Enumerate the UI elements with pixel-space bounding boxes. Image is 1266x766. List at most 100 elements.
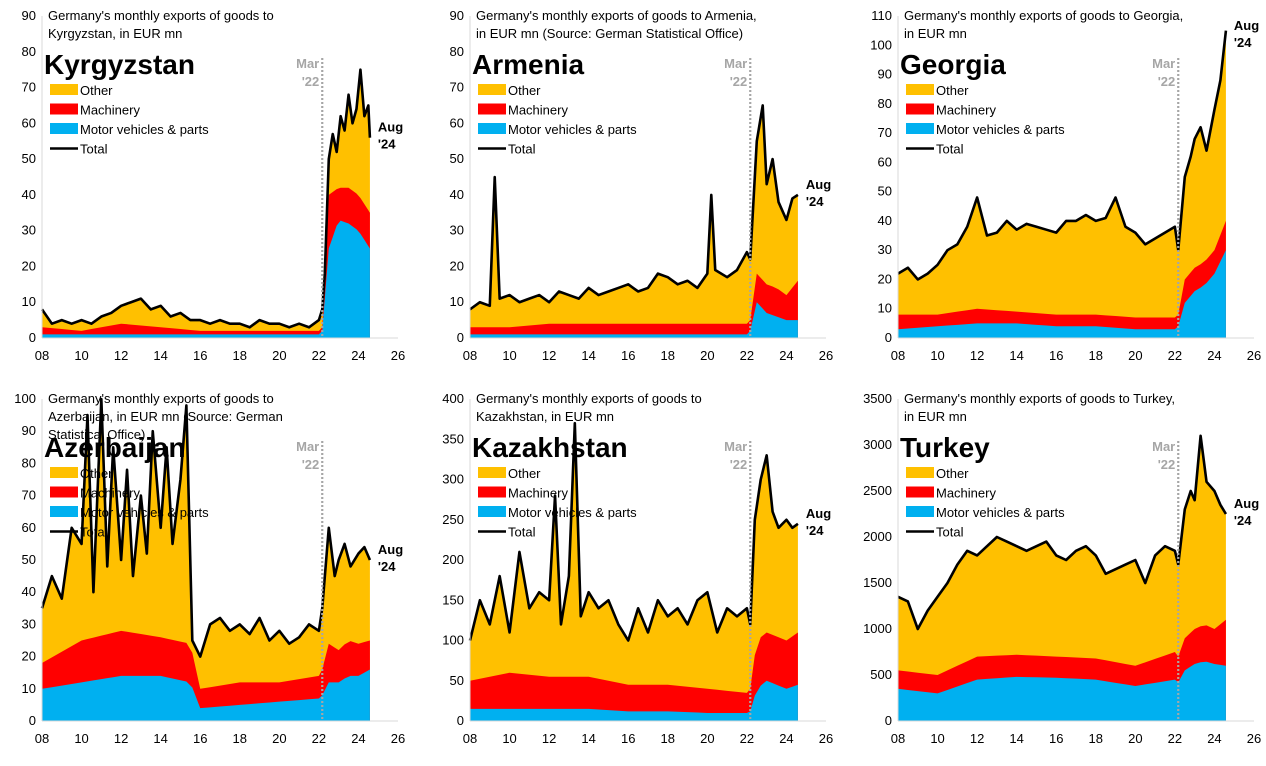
x-tick-label: 14 (581, 731, 595, 746)
chart-title: Germany's monthly exports of goods to (48, 391, 274, 406)
line-total (897, 434, 1228, 631)
x-tick-label: 12 (970, 348, 984, 363)
y-tick-label: 30 (878, 242, 892, 257)
x-tick-label: 14 (153, 731, 167, 746)
x-tick-label: 22 (740, 348, 754, 363)
y-tick-label: 0 (457, 713, 464, 728)
chart-title: in EUR mn (Source: German Statistical Of… (476, 26, 743, 41)
legend-label: Total (508, 142, 536, 157)
x-tick-label: 16 (621, 348, 635, 363)
y-tick-label: 70 (22, 80, 36, 95)
country-heading: Azerbaijan (44, 432, 186, 463)
marker-label: '22 (1158, 74, 1176, 89)
end-label: Aug (1234, 496, 1259, 511)
marker-label: '22 (302, 457, 320, 472)
country-heading: Kyrgyzstan (44, 49, 195, 80)
legend-label: Motor vehicles & parts (936, 122, 1065, 137)
y-tick-label: 350 (442, 431, 464, 446)
y-tick-label: 500 (870, 667, 892, 682)
line-total (469, 104, 799, 311)
y-tick-label: 50 (450, 151, 464, 166)
y-tick-label: 1500 (863, 575, 892, 590)
x-tick-label: 10 (74, 731, 88, 746)
x-tick-label: 20 (1128, 348, 1142, 363)
x-tick-label: 26 (819, 348, 833, 363)
y-tick-label: 40 (22, 187, 36, 202)
marker-label: Mar (296, 56, 319, 71)
y-tick-label: 40 (878, 213, 892, 228)
x-tick-label: 12 (542, 731, 556, 746)
legend-label: Total (508, 525, 536, 540)
x-tick-label: 20 (1128, 731, 1142, 746)
y-tick-label: 40 (22, 584, 36, 599)
y-tick-label: 3500 (863, 391, 892, 406)
legend-label: Total (936, 142, 964, 157)
area-other (898, 30, 1226, 339)
end-label: '24 (806, 194, 824, 209)
x-tick-label: 22 (312, 731, 326, 746)
marker-label: '22 (730, 457, 748, 472)
y-tick-label: 10 (22, 294, 36, 309)
y-tick-label: 10 (22, 681, 36, 696)
x-tick-label: 10 (930, 348, 944, 363)
y-tick-label: 250 (442, 512, 464, 527)
x-tick-label: 22 (740, 731, 754, 746)
marker-label: Mar (724, 439, 747, 454)
y-tick-label: 50 (878, 184, 892, 199)
y-tick-label: 1000 (863, 621, 892, 636)
chart-title: Azerbaijan, in EUR mn (Source: German (48, 409, 283, 424)
y-tick-label: 50 (22, 552, 36, 567)
chart-title: in EUR mn (904, 26, 967, 41)
legend-swatch (478, 103, 506, 115)
x-tick-label: 26 (391, 348, 405, 363)
x-tick-label: 08 (891, 348, 905, 363)
y-tick-label: 90 (878, 67, 892, 82)
x-tick-label: 26 (819, 731, 833, 746)
area-motor (898, 661, 1226, 721)
legend-label: Motor vehicles & parts (80, 505, 209, 520)
x-tick-label: 26 (391, 731, 405, 746)
chart-title: in EUR mn (904, 409, 967, 424)
end-label: Aug (806, 177, 831, 192)
line-total (40, 68, 372, 329)
x-tick-label: 20 (272, 348, 286, 363)
chart-title: Kazakhstan, in EUR mn (476, 409, 614, 424)
y-tick-label: 70 (22, 488, 36, 503)
y-tick-label: 300 (442, 472, 464, 487)
end-label: Aug (378, 120, 403, 135)
y-tick-label: 20 (22, 258, 36, 273)
x-tick-label: 12 (114, 348, 128, 363)
marker-label: Mar (296, 439, 319, 454)
line-total (468, 421, 799, 642)
y-tick-label: 150 (442, 592, 464, 607)
y-tick-label: 400 (442, 391, 464, 406)
y-tick-label: 110 (871, 8, 892, 23)
legend-label: Total (936, 525, 964, 540)
legend-swatch (478, 84, 506, 95)
x-tick-label: 10 (930, 731, 944, 746)
y-tick-label: 0 (29, 713, 36, 728)
marker-label: '22 (302, 74, 320, 89)
x-tick-label: 18 (233, 348, 247, 363)
y-tick-label: 0 (885, 330, 892, 345)
x-tick-label: 12 (114, 731, 128, 746)
legend-label: Other (936, 83, 969, 98)
y-tick-label: 60 (878, 154, 892, 169)
x-tick-label: 24 (1207, 348, 1221, 363)
end-label: '24 (806, 523, 824, 538)
y-tick-label: 20 (450, 258, 464, 273)
y-tick-label: 70 (878, 125, 892, 140)
x-tick-label: 24 (351, 731, 365, 746)
chart-title: Kyrgyzstan, in EUR mn (48, 26, 182, 41)
x-tick-label: 08 (35, 731, 49, 746)
chart-title: Germany's monthly exports of goods to (48, 8, 274, 23)
x-tick-label: 14 (153, 348, 167, 363)
legend-label: Machinery (80, 486, 140, 501)
end-label: Aug (378, 542, 403, 557)
x-tick-label: 08 (463, 348, 477, 363)
legend-swatch (50, 84, 78, 95)
end-label: '24 (378, 137, 396, 152)
chart-title: Germany's monthly exports of goods to (476, 391, 702, 406)
legend-label: Other (80, 466, 113, 481)
x-tick-label: 18 (661, 731, 675, 746)
